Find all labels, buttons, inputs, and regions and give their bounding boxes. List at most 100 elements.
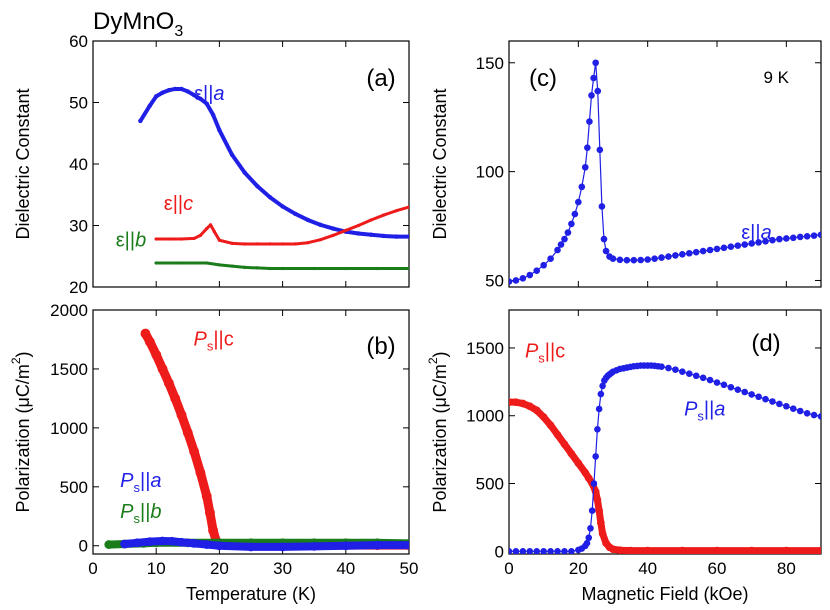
panel-d-series-ps-c-label: Ps||c	[525, 340, 565, 365]
panel-d-series-ps-c-point	[747, 546, 756, 554]
panel-d-series-ps-a-point	[713, 379, 721, 386]
panel-a-series--a-point	[198, 96, 203, 102]
panel-b-series-ps-a-point	[373, 540, 382, 550]
panel-d-series-ps-a-line	[509, 364, 821, 552]
panel-b-series-ps-a-label: Ps||a	[120, 470, 161, 495]
panel-b-series-ps-a-point	[309, 541, 319, 551]
panel-d-series-ps-c-point	[609, 545, 617, 554]
panel-d-series-ps-a-point	[796, 407, 804, 415]
panel-c-series--a-point	[727, 243, 735, 251]
panel-d-series-ps-a-point	[583, 539, 591, 547]
panel-a-series--a-point	[179, 86, 184, 92]
panel-c-series--a-point	[755, 239, 762, 246]
panel-a-series--a-point	[138, 118, 143, 124]
panel-d-series-ps-a-point	[810, 411, 818, 419]
panel-c-series--a-point	[803, 232, 811, 240]
panel-d-series-ps-a-point	[512, 547, 520, 554]
x-tick-label: 20	[569, 559, 588, 578]
panel-c-series--a-label: ε||a	[741, 222, 771, 244]
panel-b-series-ps-c-point	[151, 349, 162, 360]
panel-c-series--a-point	[594, 87, 602, 95]
panel-d-series-ps-c-point	[782, 546, 791, 554]
panel-c-series--a-point	[762, 237, 769, 245]
panel-b-series-ps-a-point	[145, 537, 155, 547]
panel-c-series--a-point	[734, 242, 742, 249]
panel-d-series-ps-a-point	[592, 453, 599, 460]
panel-d-series-ps-a-point	[817, 413, 821, 420]
panel-c-series--a-point	[706, 246, 714, 254]
panel-b-series-ps-c-point	[170, 393, 181, 404]
panel-a-series--a-point	[229, 152, 235, 157]
panel-b-series-ps-a-point	[177, 537, 186, 547]
panel-c-series--a-point	[783, 235, 790, 242]
panel-d-series-ps-a-point	[590, 480, 598, 487]
panel-d-series-ps-c-point	[626, 546, 635, 554]
panel-c-series--a-point	[554, 246, 561, 254]
panel-a-series--c-point	[318, 237, 323, 242]
panel-label-a: (a)	[366, 65, 395, 92]
x-tick-label: 40	[638, 559, 657, 578]
panel-b-series-ps-a-point	[189, 538, 199, 548]
panel-d-series-ps-a-point	[665, 364, 672, 372]
panel-c-series--a-point	[586, 118, 593, 125]
panel-a-series--c-point	[167, 237, 171, 241]
panel-d-series-ps-a-point	[776, 400, 783, 408]
panel-b-series-ps-a-point	[158, 536, 167, 546]
panel-c-series--a-point	[590, 74, 597, 82]
panel-c-series--a-point	[584, 144, 591, 151]
panel-d-series-ps-a-point	[720, 381, 728, 389]
panel-a-series--a-point	[154, 94, 159, 99]
panel-c-series--a-point	[623, 256, 631, 264]
temperature-annotation: 9 K	[763, 68, 789, 87]
panel-d-series-ps-a-point	[587, 524, 594, 532]
panel-a-series--c-point	[369, 218, 373, 222]
panel-b-series-ps-b-label: Ps||b	[120, 501, 161, 526]
panel-d-series-ps-c-point	[525, 402, 534, 411]
panel-a-series--c-point	[268, 242, 272, 246]
panel-c-series--a-point	[672, 252, 679, 259]
panel-d-series-ps-a-point	[547, 547, 554, 554]
panel-label-d: (d)	[751, 330, 780, 357]
panel-a-series--c-point	[293, 242, 297, 246]
panel-a-series--c-point	[154, 237, 158, 241]
panel-a-series--a-point	[191, 92, 197, 98]
panel-d-series-ps-c-point	[539, 413, 548, 421]
panel-d-series-ps-c-point	[643, 546, 652, 554]
panel-a-series--b-point	[243, 265, 247, 269]
y-tick-label: 100	[476, 163, 504, 182]
panel-c-series--a-point	[692, 248, 700, 256]
panel-b-chart: 0 10 20 30 40 500500100015002000Polarization …	[9, 301, 418, 604]
panel-d-series-ps-a-point	[588, 507, 596, 514]
y-tick-label: 500	[476, 475, 504, 494]
panel-b-series-ps-a-point	[120, 539, 129, 549]
panel-d-series-ps-a-point	[755, 393, 762, 401]
panel-c-series--a-point	[575, 198, 582, 206]
panel-b-series-ps-c-point	[195, 467, 206, 478]
panel-c-series--a-point	[769, 236, 776, 244]
panel-a-series--a-point	[210, 112, 216, 118]
panel-c-series--a-point	[699, 247, 707, 255]
panel-a-series--a-point	[242, 170, 247, 175]
panel-d-series-ps-c-point	[567, 449, 576, 458]
panel-c-series--a-point	[630, 256, 638, 264]
panel-d-series-ps-a-point	[554, 547, 561, 554]
panel-c-series--a-point	[512, 277, 520, 284]
panel-c-series--a-point	[588, 92, 595, 99]
panel-c-series--a-point	[557, 241, 565, 248]
panel-c-series--a-point	[547, 255, 554, 262]
panel-a-series--a-point	[368, 232, 374, 237]
panel-c-series--a-point	[519, 274, 527, 282]
panel-d-plot-area	[509, 362, 821, 554]
panel-d-series-ps-c-point	[560, 440, 569, 449]
panel-d-y-axis-label: Polarization (μC/m2)	[426, 351, 450, 512]
panel-d-series-ps-c-point	[546, 421, 555, 430]
panel-c-series--a-point	[720, 244, 728, 252]
panel-c-series--a-point	[685, 249, 693, 257]
panel-a-series--c-point	[407, 205, 409, 209]
panel-c-series--a-point	[592, 59, 599, 67]
panel-d-series-ps-c-point	[553, 430, 562, 439]
panel-c-series--a-point	[713, 245, 721, 253]
panel-a-series--b-point	[205, 261, 209, 265]
panel-c-series--a-point	[810, 232, 818, 239]
panel-a-plot-area	[138, 86, 409, 271]
